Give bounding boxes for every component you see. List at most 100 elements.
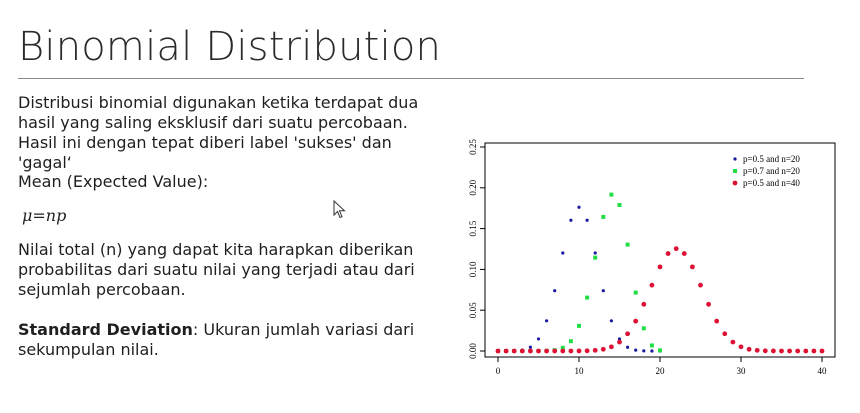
total-paragraph: Nilai total (n) yang dapat kita harapkan…	[18, 240, 415, 299]
title-divider	[18, 78, 804, 79]
y-tick-label: 0.25	[468, 139, 478, 155]
binomial-chart: 0 10 20 30 40 0.00 0.05 0.10 0.15 0.20 0.25 p=0.5 …	[468, 139, 836, 376]
point-series-3	[641, 301, 647, 307]
point-series-1	[634, 348, 638, 352]
point-series-3	[665, 251, 671, 256]
legend-marker-3	[732, 180, 738, 186]
point-series-1	[585, 218, 589, 222]
point-series-1	[650, 349, 654, 353]
point-series-2	[560, 345, 565, 350]
point-series-3	[503, 348, 509, 354]
point-series-3	[528, 348, 533, 354]
point-series-2	[633, 290, 638, 295]
mean-formula: μ=np	[22, 206, 67, 225]
sd-paragraph: Standard Deviation: Ukuran jumlah varias…	[18, 320, 438, 360]
chart-axes: 0 10 20 30 40 0.00 0.05 0.10 0.15 0.20 0.25	[468, 139, 836, 376]
point-series-3	[746, 346, 752, 352]
y-tick-label: 0.20	[468, 179, 478, 195]
mouse-pointer-icon	[333, 200, 346, 219]
point-series-3	[495, 348, 501, 354]
point-series-1	[609, 319, 613, 323]
point-series-1	[569, 218, 573, 222]
point-series-3	[811, 348, 817, 354]
point-series-1	[528, 345, 532, 349]
y-tick-label: 0.05	[468, 302, 478, 318]
point-series-3	[771, 348, 776, 354]
point-series-2	[649, 343, 654, 348]
point-series-2	[593, 255, 598, 260]
point-series-3	[519, 348, 525, 354]
point-series-3	[722, 331, 728, 337]
sd-text: : Ukuran jumlah variasi dari sekumpulan …	[18, 320, 415, 359]
point-series-3	[706, 301, 711, 307]
point-series-3	[592, 347, 598, 353]
slide-title: Binomial Distribution	[18, 24, 442, 70]
legend-marker-1	[733, 157, 737, 161]
point-series-2	[658, 348, 662, 353]
point-series-1	[617, 337, 622, 341]
point-series-3	[633, 318, 639, 324]
legend-label-1: p=0.5 and n=20	[743, 154, 800, 164]
x-tick-label: 40	[818, 366, 828, 376]
mean-label: Mean (Expected Value):	[18, 172, 209, 191]
legend-label-2: p=0.7 and n=20	[743, 166, 800, 176]
x-tick-label: 20	[656, 366, 666, 376]
point-series-3	[609, 344, 614, 350]
point-series-3	[552, 348, 558, 354]
point-series-1	[642, 349, 646, 353]
point-series-3	[754, 347, 760, 353]
point-series-3	[560, 348, 566, 354]
point-series-2	[641, 326, 646, 331]
point-series-3	[819, 348, 825, 354]
point-series-3	[511, 348, 517, 354]
y-tick-label: 0.15	[468, 220, 478, 236]
point-series-3	[568, 348, 574, 354]
legend-marker-2	[733, 169, 737, 173]
point-series-3	[738, 344, 744, 350]
point-series-3	[714, 318, 720, 324]
point-series-3	[681, 251, 687, 256]
point-series-2	[617, 203, 622, 208]
point-series-2	[625, 242, 630, 247]
point-series-3	[657, 264, 663, 270]
x-tick-label: 10	[575, 366, 585, 376]
point-series-1	[561, 251, 565, 255]
point-series-3	[690, 264, 695, 270]
point-series-3	[730, 339, 736, 345]
point-series-3	[584, 348, 590, 354]
point-series-3	[762, 348, 768, 354]
point-series-1	[626, 345, 630, 349]
point-series-3	[544, 348, 549, 354]
intro-paragraph: Distribusi binomial digunakan ketika ter…	[18, 93, 419, 172]
point-series-2	[601, 214, 606, 219]
point-series-2	[585, 295, 590, 300]
chart-points	[495, 192, 825, 354]
point-series-3	[787, 348, 792, 354]
point-series-3	[649, 282, 655, 288]
point-series-2	[568, 339, 573, 344]
point-series-3	[698, 282, 703, 288]
point-series-1	[577, 205, 581, 209]
point-series-3	[803, 348, 809, 354]
y-tick-label: 0.00	[468, 343, 478, 359]
sd-term: Standard Deviation	[18, 320, 193, 339]
point-series-3	[795, 348, 801, 354]
point-series-1	[601, 289, 605, 293]
point-series-3	[625, 331, 630, 337]
point-series-1	[553, 289, 557, 293]
point-series-3	[600, 346, 606, 352]
point-series-3	[576, 348, 582, 354]
legend-label-3: p=0.5 and n=40	[743, 178, 800, 188]
point-series-1	[593, 251, 597, 255]
point-series-1	[536, 337, 541, 341]
x-tick-label: 30	[737, 366, 747, 376]
point-series-2	[609, 192, 614, 197]
x-tick-label: 0	[496, 366, 501, 376]
point-series-3	[536, 348, 541, 354]
point-series-1	[545, 319, 549, 323]
point-series-3	[779, 348, 784, 354]
point-series-3	[617, 339, 622, 345]
point-series-3	[673, 246, 679, 252]
chart-legend: p=0.5 and n=20 p=0.7 and n=20 p=0.5 and n=…	[732, 154, 800, 188]
point-series-2	[577, 323, 581, 328]
